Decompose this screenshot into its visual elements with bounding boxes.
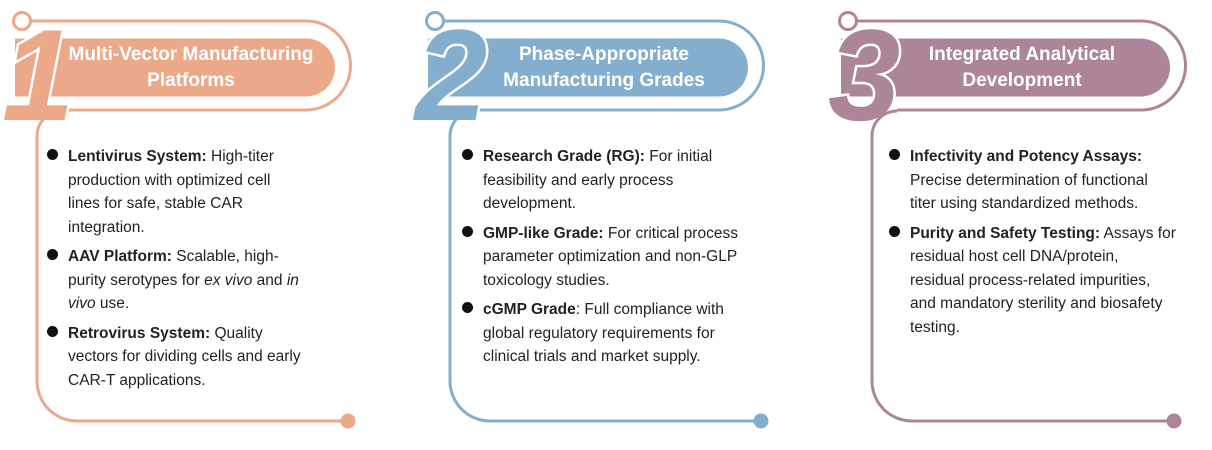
svg-text:2: 2 xyxy=(412,2,487,148)
svg-text:3: 3 xyxy=(828,2,900,148)
